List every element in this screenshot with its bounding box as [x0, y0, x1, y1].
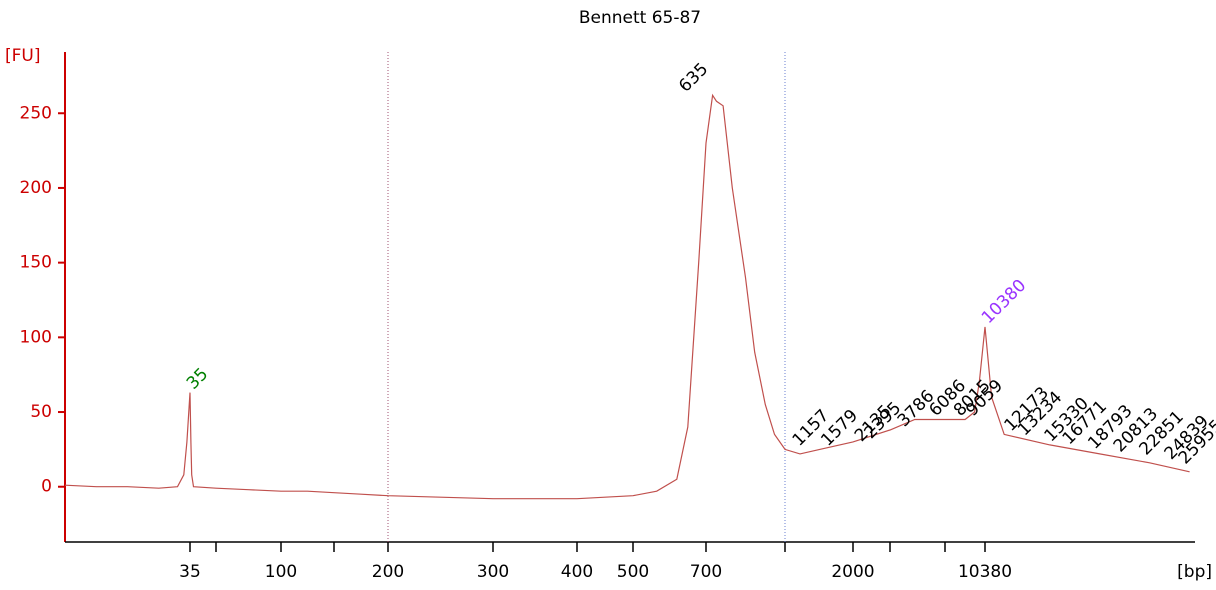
y-tick-label: 200 — [20, 178, 52, 198]
y-tick-label: 250 — [20, 103, 52, 123]
y-axis-label: [FU] — [5, 46, 41, 66]
x-tick-label: 400 — [561, 562, 593, 582]
y-tick-label: 150 — [20, 253, 52, 273]
peak-label: 35 — [183, 364, 212, 393]
y-tick-label: 50 — [30, 402, 52, 422]
chart-title: Bennett 65-87 — [579, 8, 701, 28]
peak-label: 635 — [675, 59, 712, 96]
x-tick-label: 2000 — [831, 562, 874, 582]
x-tick-label: 700 — [690, 562, 722, 582]
y-tick-label: 0 — [41, 477, 52, 497]
x-tick-label: 100 — [265, 562, 297, 582]
x-tick-label: 500 — [617, 562, 649, 582]
peak-label: 10380 — [978, 276, 1030, 328]
x-axis-label: [bp] — [1177, 562, 1212, 582]
trace — [64, 93, 1190, 500]
y-tick-label: 100 — [20, 327, 52, 347]
x-tick-label: 300 — [477, 562, 509, 582]
x-tick-label: 10380 — [958, 562, 1012, 582]
x-tick-label: 200 — [372, 562, 404, 582]
x-tick-label: 35 — [179, 562, 201, 582]
